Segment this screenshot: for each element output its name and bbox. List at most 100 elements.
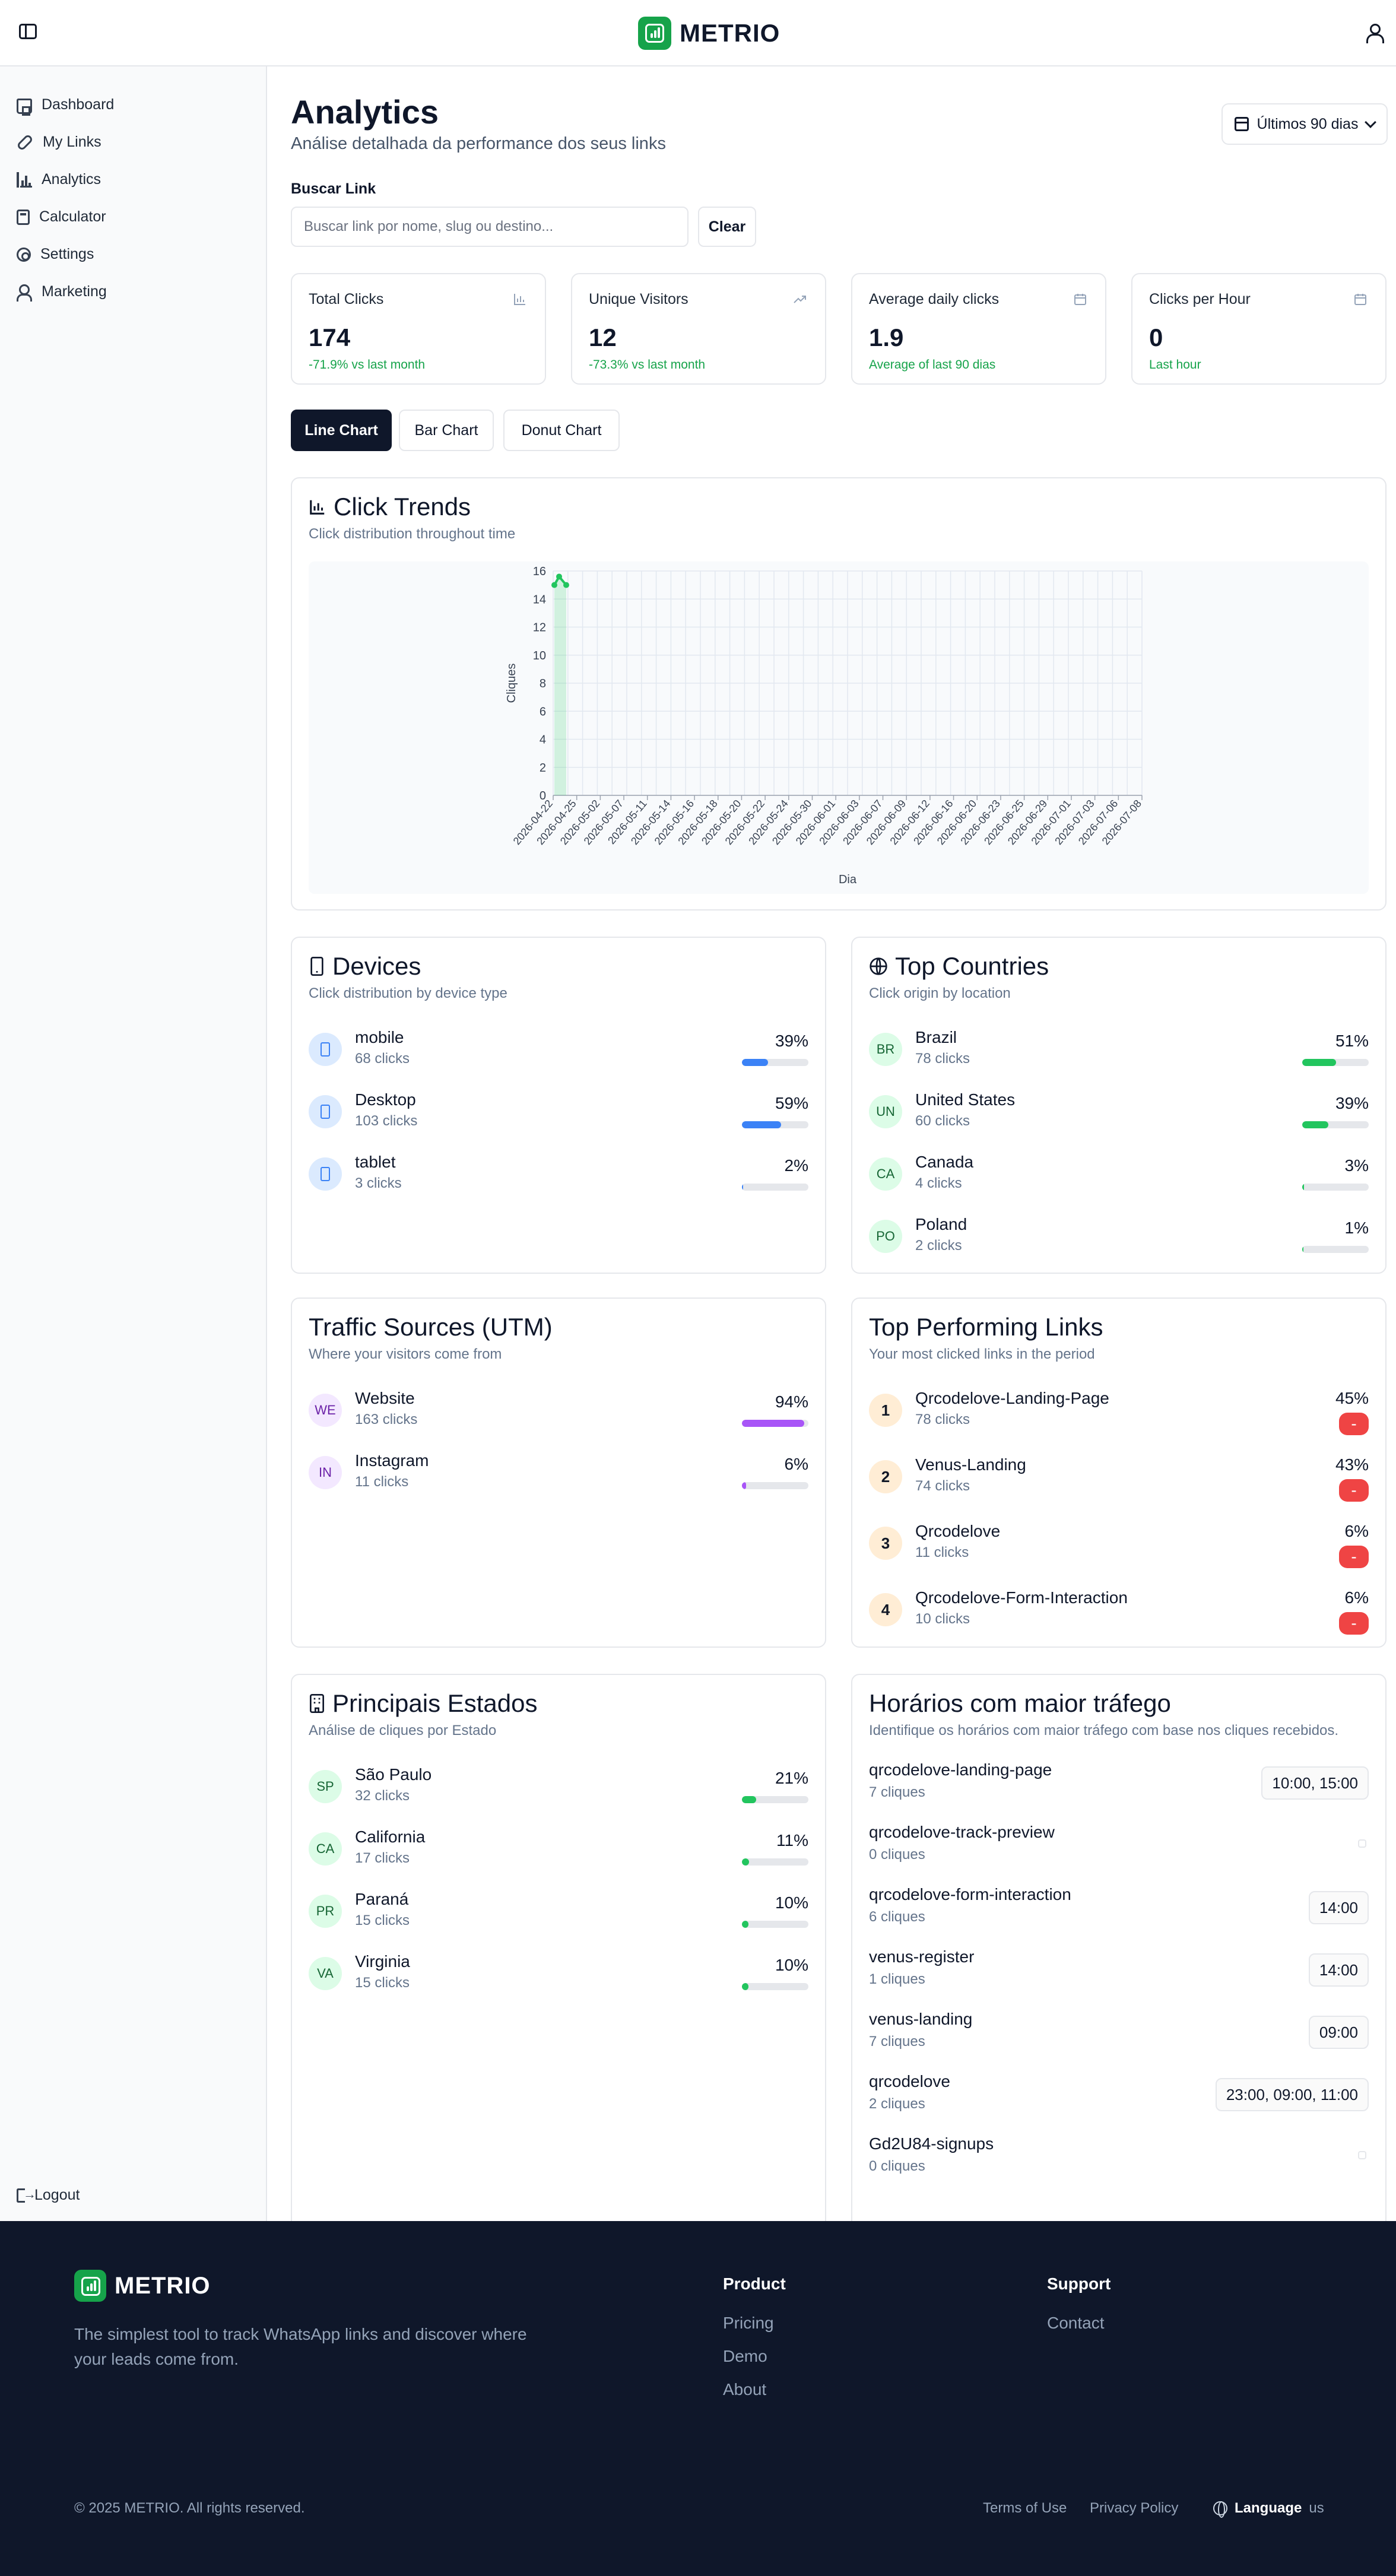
peak-hours-chip: 10:00, 15:00	[1261, 1766, 1369, 1800]
sidebar-item-calculator[interactable]: Calculator	[17, 208, 106, 226]
footer-link-privacy[interactable]: Privacy Policy	[1090, 2500, 1179, 2516]
item-name: tablet	[355, 1153, 396, 1171]
item-percent: 51%	[1335, 1032, 1369, 1050]
hour-item: qrcodelove-form-interaction 6 cliques 14:0…	[869, 1885, 1369, 1944]
item-percent: 10%	[775, 1893, 808, 1912]
calendar-icon	[1354, 294, 1366, 305]
footer-brand[interactable]: METRIO	[74, 2270, 211, 2302]
list-item: CA Canada 4 clicks 3%	[869, 1153, 1369, 1200]
footer-description: The simplest tool to track WhatsApp link…	[74, 2325, 527, 2368]
smartphone-icon	[310, 957, 323, 976]
progress-bar	[1302, 1184, 1369, 1191]
sidebar-item-dashboard[interactable]: Dashboard	[17, 96, 114, 116]
progress-fill	[742, 1921, 749, 1928]
period-select[interactable]: Últimos 90 dias	[1222, 103, 1388, 145]
tab-line-chart[interactable]: Line Chart	[291, 410, 392, 451]
top-link-item[interactable]: 1 Qrcodelove-Landing-Page 78 clicks 45% -	[869, 1389, 1369, 1448]
footer-link-pricing[interactable]: Pricing	[723, 2314, 774, 2332]
hour-clicks: 1 cliques	[869, 1971, 925, 1987]
smartphone-icon	[309, 1157, 342, 1191]
y-tick-label: 8	[540, 677, 546, 690]
language-selector[interactable]: Language us	[1213, 2500, 1324, 2518]
footer-link-about[interactable]: About	[723, 2380, 767, 2399]
footer: METRIO The simplest tool to track WhatsA…	[0, 2221, 1396, 2576]
card-subtitle: Análise de cliques por Estado	[309, 1722, 497, 1739]
progress-fill	[1302, 1059, 1337, 1066]
building-icon	[310, 1694, 324, 1713]
item-percent: 94%	[775, 1392, 808, 1411]
item-percent: 59%	[775, 1094, 808, 1112]
link-clicks: 74 clicks	[915, 1478, 970, 1494]
devices-title: Devices	[332, 952, 421, 980]
list-item: tablet 3 clicks 2%	[309, 1153, 808, 1200]
progress-bar	[1302, 1059, 1369, 1066]
hour-link-name: qrcodelove-landing-page	[869, 1760, 1052, 1779]
y-tick-label: 4	[540, 734, 546, 747]
hour-clicks: 7 cliques	[869, 2033, 925, 2050]
clear-button[interactable]: Clear	[698, 207, 756, 247]
link-clicks: 11 clicks	[915, 1544, 969, 1560]
progress-bar	[742, 1420, 808, 1427]
top-link-item[interactable]: 3 Qrcodelove 11 clicks 6% -	[869, 1522, 1369, 1581]
list-item: SP São Paulo 32 clicks 21%	[309, 1765, 808, 1813]
sidebar-item-analytics[interactable]: Analytics	[17, 171, 101, 188]
logo-chart-icon	[638, 17, 671, 50]
top-link-item[interactable]: 2 Venus-Landing 74 clicks 43% -	[869, 1455, 1369, 1515]
sidebar-item-marketing[interactable]: Marketing	[17, 283, 107, 302]
card-subtitle: Identifique os horários com maior tráfeg…	[869, 1722, 1339, 1739]
logout-label: Logout	[34, 2187, 80, 2203]
search-input[interactable]	[291, 207, 689, 247]
footer-link-contact[interactable]: Contact	[1047, 2314, 1105, 2332]
progress-bar	[742, 1983, 808, 1990]
logout-icon	[17, 2187, 36, 2203]
footer-link-terms[interactable]: Terms of Use	[983, 2500, 1067, 2516]
footer-link-demo[interactable]: Demo	[723, 2347, 767, 2365]
logo-chart-icon	[74, 2270, 106, 2302]
stat-label: Average daily clicks	[869, 291, 1000, 307]
progress-bar	[742, 1482, 808, 1489]
item-clicks: 15 clicks	[355, 1975, 410, 1991]
sidebar-item-settings[interactable]: Settings	[17, 246, 94, 263]
list-item: PR Paraná 15 clicks 10%	[309, 1890, 808, 1937]
utm-title: Traffic Sources (UTM)	[309, 1313, 553, 1341]
tab-donut-chart[interactable]: Donut Chart	[503, 410, 620, 451]
hour-link-name: venus-landing	[869, 2010, 973, 2028]
progress-fill	[742, 1983, 749, 1990]
hour-item: qrcodelove-track-preview 0 cliques	[869, 1823, 1369, 1882]
hour-link-name: venus-register	[869, 1947, 975, 1966]
globe-icon	[1213, 2501, 1227, 2518]
devices-card: Devices Click distribution by device typ…	[291, 937, 826, 1274]
country-badge: CA	[869, 1157, 902, 1191]
link-percent: 43%	[1335, 1455, 1369, 1474]
hours-title: Horários com maior tráfego	[869, 1689, 1171, 1717]
footer-copyright: © 2025 METRIO. All rights reserved.	[74, 2500, 305, 2516]
empty-hours-indicator	[1358, 2151, 1366, 2159]
list-item: UN United States 60 clicks 39%	[869, 1090, 1369, 1138]
card-subtitle: Your most clicked links in the period	[869, 1346, 1095, 1362]
user-menu-icon[interactable]	[1366, 24, 1384, 43]
item-clicks: 78 clicks	[915, 1051, 970, 1067]
item-clicks: 17 clicks	[355, 1850, 410, 1866]
brand-logo[interactable]: METRIO	[638, 17, 780, 50]
sidebar-toggle-icon[interactable]	[19, 24, 37, 39]
progress-fill	[742, 1796, 756, 1803]
progress-fill	[742, 1858, 750, 1866]
top-link-item[interactable]: 4 Qrcodelove-Form-Interaction 10 clicks 6% -	[869, 1588, 1369, 1648]
logout-button[interactable]: Logout	[17, 2187, 80, 2204]
list-item: PO Poland 2 clicks 1%	[869, 1215, 1369, 1262]
hour-item: Gd2U84-signups 0 cliques	[869, 2134, 1369, 2194]
click-trends-title: Click Trends	[334, 493, 471, 521]
source-badge: WE	[309, 1394, 342, 1427]
hour-link-name: qrcodelove-track-preview	[869, 1823, 1055, 1841]
item-percent: 1%	[1344, 1219, 1369, 1237]
stat-value: 174	[309, 323, 351, 351]
calculator-icon	[17, 209, 30, 225]
search-label: Buscar Link	[291, 180, 376, 197]
bar-chart-icon	[514, 294, 525, 305]
chart-area: 0 2 4 6 8 10 12 14 16 2026-04-22 2026-04-25 2026-05…	[309, 561, 1369, 894]
tab-bar-chart[interactable]: Bar Chart	[399, 410, 494, 451]
stat-value: 12	[589, 323, 617, 351]
sidebar-item-my-links[interactable]: My Links	[16, 133, 101, 151]
page-title: Analytics	[291, 93, 439, 131]
y-tick-label: 0	[540, 789, 546, 802]
